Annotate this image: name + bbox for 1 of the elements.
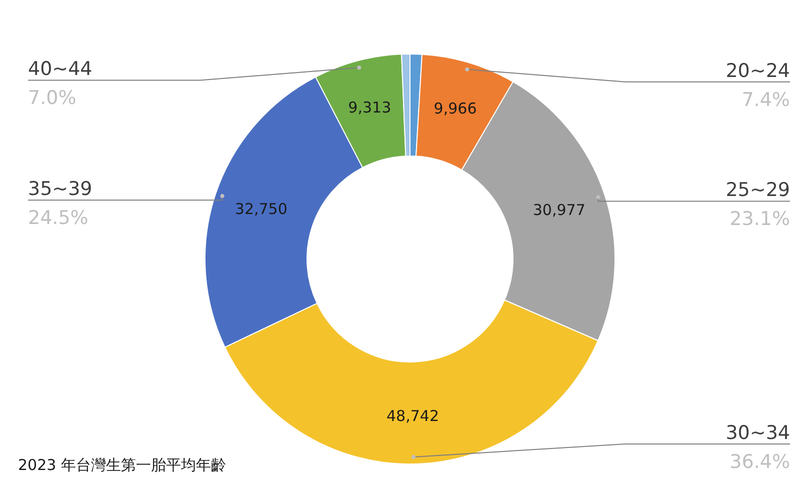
title: 2023 年台灣生第一胎平均年齡	[18, 456, 226, 474]
